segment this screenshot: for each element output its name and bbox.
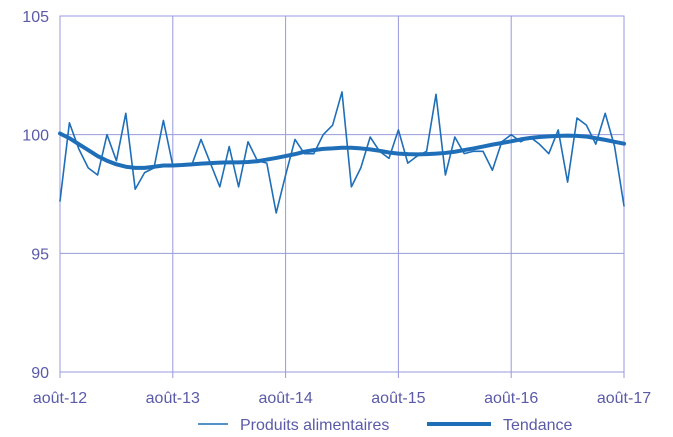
x-tick-label: août-13 [146,390,200,407]
y-tick-label: 95 [31,246,49,263]
y-axis-ticks: 90 95 100 105 [22,9,49,382]
legend-label: Tendance [503,417,572,434]
series-line-produits-alimentaires [59,91,625,214]
x-tick-label: août-15 [371,390,425,407]
x-tick-label: août-12 [33,390,87,407]
y-tick-label: 105 [22,9,49,26]
grid-lines [59,15,625,378]
x-tick-label: août-14 [258,390,312,407]
series-lines [58,91,626,214]
x-tick-label: août-17 [597,390,651,407]
x-tick-label: août-16 [484,390,538,407]
legend: Produits alimentaires Tendance [198,417,572,434]
y-tick-label: 100 [22,128,49,145]
legend-label: Produits alimentaires [240,417,389,434]
y-tick-label: 90 [31,365,49,382]
plot-area-border [59,15,625,373]
x-axis-ticks: août-12 août-13 août-14 août-15 août-16 août-… [33,390,651,407]
series-line-tendance [58,131,626,170]
